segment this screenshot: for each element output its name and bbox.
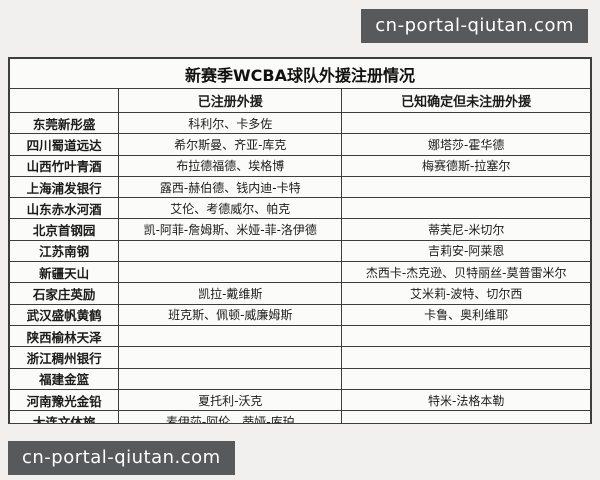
team-cell: 北京首钢园	[9, 218, 120, 241]
registered-players-cell	[118, 239, 343, 263]
registered-players-cell	[118, 324, 343, 348]
registered-players-cell: 艾伦、考德威尔、帕克	[118, 197, 343, 220]
watermark-bottom-left: cn-portal-qiutan.com	[8, 441, 235, 475]
registered-players-cell: 凯-阿菲-詹姆斯、米娅-菲-洛伊德	[118, 218, 343, 241]
table-row: 山东赤水河酒 艾伦、考德威尔、帕克	[9, 197, 591, 220]
unregistered-players-cell: 艾米莉-波特、切尔西	[341, 282, 591, 305]
unregistered-players-cell	[341, 111, 591, 135]
unregistered-players-cell	[341, 367, 591, 390]
table-row: 北京首钢园 凯-阿菲-詹姆斯、米娅-菲-洛伊德 蒂芙尼-米切尔	[9, 218, 591, 241]
registration-table-container: 新赛季WCBA球队外援注册情况 已注册外援 已知确定但未注册外援 东莞新彤盛 科利…	[8, 57, 592, 424]
team-cell: 上海浦发银行	[9, 175, 120, 199]
table-row: 江苏南钢 吉莉安-阿莱恩	[9, 239, 591, 263]
unregistered-players-cell	[341, 346, 591, 369]
registration-table: 新赛季WCBA球队外援注册情况 已注册外援 已知确定但未注册外援 东莞新彤盛 科利…	[9, 58, 591, 423]
unregistered-players-cell	[341, 175, 591, 199]
table-body: 东莞新彤盛 科利尔、卡多佐 四川蜀道远达 希尔斯曼、齐亚-库克 娜塔莎-霍华德 山西竹叶青…	[9, 111, 591, 423]
team-cell: 大连文体旅	[9, 410, 120, 423]
column-header-registered: 已注册外援	[118, 88, 343, 113]
registered-players-cell: 麦伊莎-阿伦、蒂娅-库珀	[118, 410, 343, 423]
unregistered-players-cell: 娜塔莎-霍华德	[341, 133, 591, 156]
table-row: 陕西榆林天泽	[9, 324, 591, 348]
registered-players-cell: 科利尔、卡多佐	[118, 111, 343, 135]
unregistered-players-cell: 蒂芙尼-米切尔	[341, 218, 591, 241]
registered-players-cell: 凯拉-戴维斯	[118, 282, 343, 305]
unregistered-players-cell	[341, 197, 591, 220]
table-row: 东莞新彤盛 科利尔、卡多佐	[9, 111, 591, 135]
watermark-top-right: cn-portal-qiutan.com	[361, 9, 588, 43]
table-row: 四川蜀道远达 希尔斯曼、齐亚-库克 娜塔莎-霍华德	[9, 133, 591, 156]
registered-players-cell: 希尔斯曼、齐亚-库克	[118, 133, 343, 156]
team-cell: 江苏南钢	[9, 239, 120, 263]
table-row: 山西竹叶青酒 布拉德福德、埃格博 梅赛德斯-拉塞尔	[9, 154, 591, 177]
table-row: 石家庄英励 凯拉-戴维斯 艾米莉-波特、切尔西	[9, 282, 591, 305]
team-cell: 福建金篮	[9, 367, 120, 390]
table-row: 武汉盛帆黄鹤 班克斯、佩顿-威廉姆斯 卡鲁、奥利维耶	[9, 303, 591, 326]
unregistered-players-cell	[341, 324, 591, 348]
table-title: 新赛季WCBA球队外援注册情况	[9, 58, 591, 89]
team-cell: 东莞新彤盛	[9, 111, 120, 135]
team-cell: 四川蜀道远达	[9, 133, 120, 156]
registered-players-cell: 班克斯、佩顿-威廉姆斯	[118, 303, 343, 326]
unregistered-players-cell	[341, 410, 591, 423]
table-row: 福建金篮	[9, 367, 591, 390]
table-header-row: 已注册外援 已知确定但未注册外援	[9, 88, 591, 113]
table-row: 新疆天山 杰西卡-杰克逊、贝特丽丝-莫普雷米尔	[9, 261, 591, 284]
table-row: 浙江稠州银行	[9, 346, 591, 369]
registered-players-cell: 夏托利-沃克	[118, 388, 343, 412]
team-cell: 陕西榆林天泽	[9, 324, 120, 348]
team-cell: 武汉盛帆黄鹤	[9, 303, 120, 326]
unregistered-players-cell: 梅赛德斯-拉塞尔	[341, 154, 591, 177]
table-title-row: 新赛季WCBA球队外援注册情况	[9, 58, 591, 89]
team-cell: 山东赤水河酒	[9, 197, 120, 220]
unregistered-players-cell: 杰西卡-杰克逊、贝特丽丝-莫普雷米尔	[341, 261, 591, 284]
column-header-unregistered: 已知确定但未注册外援	[341, 88, 591, 113]
registered-players-cell	[118, 346, 343, 369]
column-header-team	[9, 88, 120, 113]
registered-players-cell	[118, 367, 343, 390]
unregistered-players-cell: 卡鲁、奥利维耶	[341, 303, 591, 326]
registered-players-cell: 露西-赫伯德、钱内迪-卡特	[118, 175, 343, 199]
team-cell: 新疆天山	[9, 261, 120, 284]
table-row: 上海浦发银行 露西-赫伯德、钱内迪-卡特	[9, 175, 591, 199]
team-cell: 河南豫光金铅	[9, 388, 120, 412]
table-row: 大连文体旅 麦伊莎-阿伦、蒂娅-库珀	[9, 410, 591, 423]
registered-players-cell	[118, 261, 343, 284]
team-cell: 浙江稠州银行	[9, 346, 120, 369]
unregistered-players-cell: 吉莉安-阿莱恩	[341, 239, 591, 263]
unregistered-players-cell: 特米-法格本勒	[341, 388, 591, 412]
team-cell: 石家庄英励	[9, 282, 120, 305]
registered-players-cell: 布拉德福德、埃格博	[118, 154, 343, 177]
team-cell: 山西竹叶青酒	[9, 154, 120, 177]
table-row: 河南豫光金铅 夏托利-沃克 特米-法格本勒	[9, 388, 591, 412]
